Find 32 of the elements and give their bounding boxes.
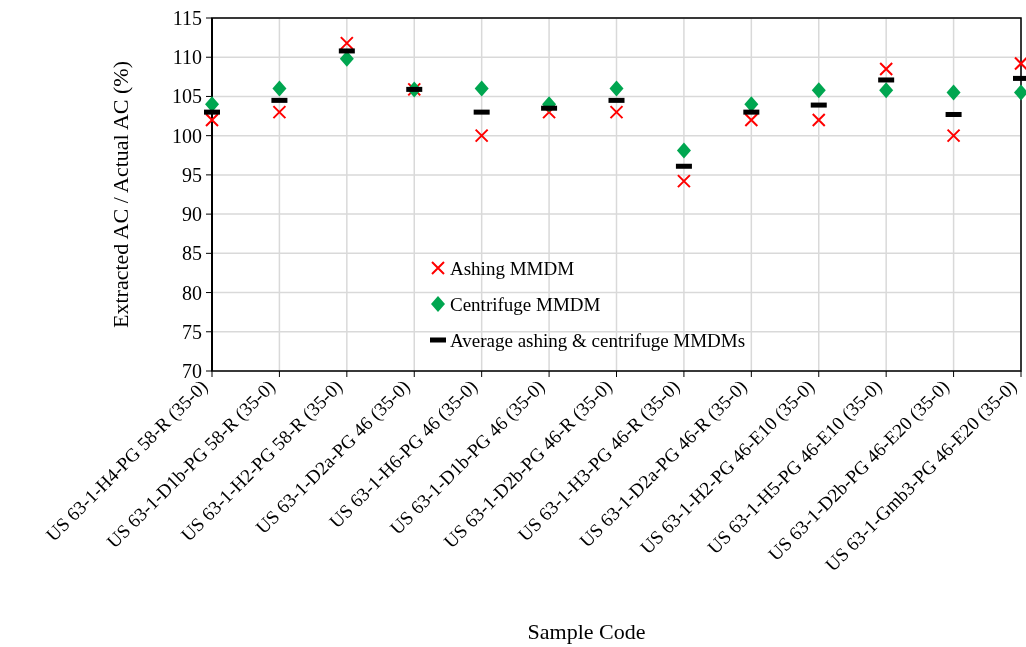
point	[879, 61, 894, 76]
y-tick-label: 100	[172, 124, 202, 147]
y-tick-label: 80	[182, 281, 202, 304]
y-tick-label: 90	[182, 203, 202, 226]
point	[946, 84, 961, 101]
point	[744, 112, 759, 127]
legend-label: Average ashing & centrifuge MMDMs	[450, 329, 746, 351]
point	[339, 36, 354, 51]
x-axis-title: Sample Code	[527, 619, 646, 644]
y-tick-label: 85	[182, 242, 202, 265]
point	[879, 82, 894, 99]
point	[205, 112, 219, 127]
y-tick-label: 115	[172, 7, 202, 29]
y-tick-label: 110	[172, 46, 202, 69]
y-tick-label: 95	[182, 163, 202, 186]
point	[609, 105, 624, 120]
point	[272, 80, 287, 97]
point	[676, 174, 691, 189]
point	[474, 128, 489, 143]
point	[609, 80, 624, 97]
legend-label: Ashing MMDM	[450, 257, 575, 279]
point	[676, 142, 691, 159]
y-axis-title: Extracted AC / Actual AC (%)	[108, 61, 133, 328]
y-tick-label: 75	[182, 320, 202, 343]
point	[474, 80, 489, 97]
point	[946, 128, 961, 143]
point	[811, 112, 826, 127]
point	[272, 105, 287, 120]
legend-label: Centrifuge MMDM	[450, 293, 601, 315]
y-tick-label: 70	[182, 360, 202, 382]
y-tick-label: 105	[172, 85, 202, 108]
point	[811, 82, 826, 99]
